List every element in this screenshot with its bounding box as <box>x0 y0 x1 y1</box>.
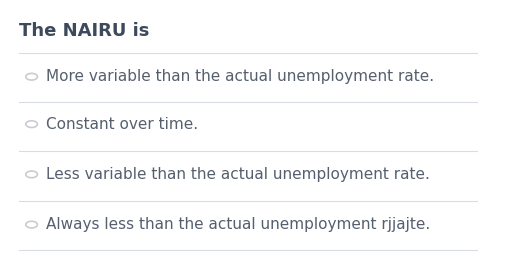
Text: More variable than the actual unemployment rate.: More variable than the actual unemployme… <box>46 69 434 84</box>
Text: Constant over time.: Constant over time. <box>46 117 198 132</box>
Text: The NAIRU is: The NAIRU is <box>20 22 150 40</box>
Text: Less variable than the actual unemployment rate.: Less variable than the actual unemployme… <box>46 167 430 182</box>
Text: Always less than the actual unemployment rjjajte.: Always less than the actual unemployment… <box>46 217 430 232</box>
